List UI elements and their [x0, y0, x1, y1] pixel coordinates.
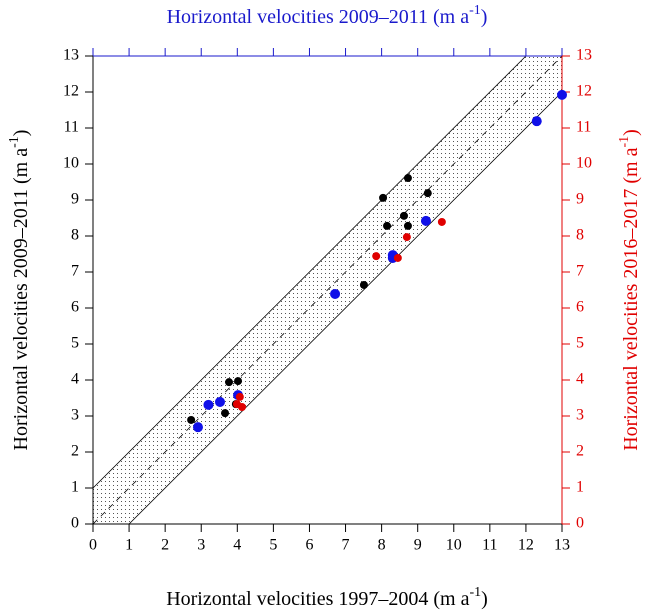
y-tick-label: 9	[71, 191, 79, 208]
y-tick-label: 2	[71, 443, 79, 460]
y-tick-label: 0	[71, 515, 79, 532]
y2-tick-label: 2	[576, 443, 584, 460]
label-end: )	[620, 129, 642, 136]
y-tick-label: 7	[71, 263, 79, 280]
y-tick-label: 5	[71, 335, 79, 352]
y2-tick-label: 6	[576, 299, 584, 316]
x-tick-label: 11	[482, 537, 497, 554]
point	[372, 252, 381, 261]
x-tick-label: 12	[518, 537, 534, 554]
label-sup: -1	[469, 585, 481, 600]
label-sup: -1	[617, 136, 632, 148]
y2-tick-label: 5	[576, 335, 584, 352]
x-tick-label: 7	[342, 537, 350, 554]
top-axis-title: Horizontal velocities 2009–2011 (m a-1)	[167, 3, 488, 27]
point	[330, 288, 341, 299]
label-end: )	[10, 130, 32, 137]
y2-tick-label: 13	[576, 47, 592, 64]
point	[359, 280, 368, 289]
point	[379, 193, 388, 202]
y-tick-label: 13	[63, 47, 79, 64]
x-tick-label: 2	[161, 537, 169, 554]
point	[402, 233, 411, 242]
y2-tick-label: 4	[576, 371, 584, 388]
point	[235, 392, 244, 401]
x-axis-title: Horizontal velocities 1997–2004 (m a-1)	[166, 585, 488, 609]
y-tick-label: 4	[71, 371, 79, 388]
point	[423, 189, 432, 198]
x-tick-label: 0	[89, 537, 97, 554]
point	[383, 221, 392, 230]
x-tick-label: 9	[414, 537, 422, 554]
y-tick-label: 3	[71, 407, 79, 424]
y-tick-label: 8	[71, 227, 79, 244]
band-edge	[128, 91, 563, 525]
point	[237, 403, 246, 411]
x-tick-label: 13	[554, 537, 570, 554]
reference-line	[92, 55, 563, 525]
point	[420, 215, 431, 226]
label-text: Horizontal velocities 2009–2011 (m a	[10, 148, 32, 451]
point	[234, 377, 243, 386]
point	[403, 221, 412, 230]
y2-tick-label: 0	[576, 515, 584, 532]
x-tick-label: 1	[125, 537, 133, 554]
y2-tick-label: 11	[576, 119, 591, 136]
x-tick-label: 5	[269, 537, 277, 554]
label-text: Horizontal velocities 2016–2017 (m a	[620, 147, 642, 450]
y2-axis-title: Horizontal velocities 2016–2017 (m a-1)	[617, 129, 641, 451]
y-tick-label: 12	[63, 83, 79, 100]
y-axis-title: Horizontal velocities 2009–2011 (m a-1)	[7, 130, 31, 451]
y-tick-label: 11	[64, 119, 79, 136]
y2-tick-label: 9	[576, 191, 584, 208]
x-tick-label: 10	[446, 537, 462, 554]
point	[221, 409, 230, 418]
point	[399, 211, 408, 220]
label-text: Horizontal velocities 1997–2004 (m a	[166, 588, 469, 610]
y-tick-label: 1	[71, 479, 79, 496]
point	[531, 116, 542, 127]
band-edge	[92, 55, 527, 489]
point	[557, 89, 567, 100]
point	[437, 217, 446, 226]
label-sup: -1	[469, 3, 481, 18]
y2-tick-label: 3	[576, 407, 584, 424]
label-end: )	[481, 6, 488, 28]
point	[403, 174, 412, 183]
y2-tick-label: 12	[576, 83, 592, 100]
x-tick-label: 4	[233, 537, 241, 554]
y2-tick-label: 7	[576, 263, 584, 280]
y2-tick-label: 8	[576, 227, 584, 244]
y2-tick-label: 1	[576, 479, 584, 496]
point	[192, 422, 203, 433]
label-text: Horizontal velocities 2009–2011 (m a	[167, 6, 470, 28]
point	[225, 378, 234, 387]
y-tick-label: 6	[71, 299, 79, 316]
point	[203, 399, 214, 410]
label-sup: -1	[7, 136, 22, 148]
x-tick-label: 6	[305, 537, 313, 554]
point	[214, 396, 225, 407]
point	[393, 253, 402, 262]
y2-tick-label: 10	[576, 155, 592, 172]
label-end: )	[481, 588, 488, 610]
x-tick-label: 3	[197, 537, 205, 554]
x-tick-label: 8	[378, 537, 386, 554]
point	[187, 415, 196, 424]
y-tick-label: 10	[63, 155, 79, 172]
